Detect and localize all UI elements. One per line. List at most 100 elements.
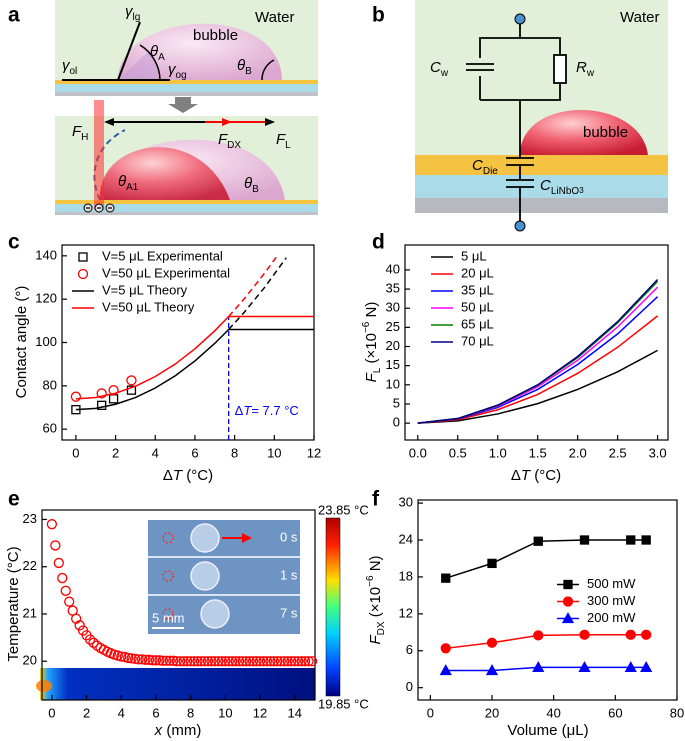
label-part: A1: [126, 182, 139, 193]
marker: [64, 596, 75, 607]
y-tick-label: 30: [386, 300, 400, 315]
x-tick-label: 8: [231, 445, 238, 460]
marker: [282, 656, 293, 667]
y-tick-label: 140: [35, 247, 57, 262]
label-part: A: [158, 52, 165, 63]
marker: [244, 656, 255, 667]
marker: [53, 557, 64, 569]
shape: θB: [244, 175, 259, 195]
y-tick-label: 21: [23, 605, 37, 620]
marker: [199, 656, 210, 667]
marker: [579, 629, 590, 640]
x-tick-label: 40: [546, 705, 560, 720]
label-part: H: [81, 132, 88, 143]
label-part: N): [367, 555, 384, 575]
y-tick-label: 100: [35, 334, 57, 349]
marker: [303, 656, 314, 667]
shape: [55, 204, 318, 212]
marker: [164, 655, 175, 666]
marker: [185, 656, 196, 667]
shape: [514, 13, 526, 25]
marker: [220, 656, 231, 667]
marker: [147, 655, 158, 666]
marker: [206, 656, 217, 667]
marker: [108, 385, 119, 396]
inset-photo: 0 s 1 s 7 s 5 mm: [148, 520, 300, 634]
shape: [118, 50, 159, 80]
annotation-part: Δ: [235, 403, 244, 418]
label-part: θ: [244, 175, 252, 192]
label-part: (°C): [530, 467, 561, 484]
legend-label: V=50 μL Experimental: [102, 265, 230, 280]
marker: [216, 656, 228, 667]
x-axis-label: ΔT (°C): [163, 467, 213, 484]
line: [417, 286, 659, 424]
line: [417, 349, 658, 424]
marker: [275, 656, 286, 667]
bubble-label: bubble: [193, 27, 238, 44]
marker: [178, 656, 189, 667]
marker: [88, 637, 99, 648]
legend-label: 20 μL: [461, 265, 494, 280]
marker: [247, 656, 259, 667]
y-tick-label: 25: [386, 319, 400, 334]
label-part: L: [285, 140, 291, 151]
legend-label: 50 μL: [461, 299, 494, 314]
marker: [251, 656, 262, 667]
x-tick-label: 10: [267, 445, 281, 460]
marker: [133, 654, 144, 665]
label-part: Die: [483, 166, 498, 177]
shape: γog: [168, 61, 187, 81]
marker: [126, 375, 137, 386]
shape: [162, 570, 174, 582]
legend-marker: [78, 252, 88, 262]
legend-label: 300 mW: [587, 593, 636, 608]
panel-label: a: [8, 4, 20, 27]
shape: [162, 608, 174, 620]
y-tick-label: 18: [399, 568, 413, 583]
x-tick-label: 12: [253, 705, 267, 720]
y-tick-label: 22: [23, 558, 37, 573]
shape: θA1: [118, 173, 139, 193]
marker: [487, 558, 497, 569]
marker: [641, 629, 652, 640]
shape: CDie: [472, 157, 498, 177]
shape: [162, 532, 174, 620]
shape: [200, 599, 230, 629]
marker: [286, 656, 297, 667]
legend-label: V=5 μL Experimental: [102, 248, 223, 263]
marker: [441, 573, 451, 583]
marker: [299, 656, 311, 667]
marker: [136, 654, 148, 665]
inset-label: 1 s: [280, 567, 298, 582]
marker: [143, 654, 155, 665]
shape: θA: [150, 43, 165, 63]
marker: [578, 661, 591, 673]
line: [228, 256, 277, 317]
x-tick-label: 4: [118, 705, 125, 720]
shape: [190, 523, 230, 629]
marker: [168, 655, 179, 666]
label-part: γ: [125, 3, 134, 20]
line: [417, 278, 659, 424]
x-tick-label: 0.5: [449, 445, 467, 460]
marker: [209, 656, 221, 667]
shape: [190, 523, 220, 553]
marker: [116, 651, 127, 662]
diagram-b: Water bubble Cw Rw CDie CLiNbO3: [415, 0, 668, 232]
marker: [439, 664, 452, 676]
shape: [520, 110, 648, 155]
label-part: F: [363, 372, 380, 382]
line: [75, 315, 230, 400]
marker: [84, 634, 96, 645]
label-part: Δ: [511, 467, 521, 484]
legend-marker: [563, 579, 573, 590]
x-tick-label: 2: [83, 705, 90, 720]
legend-label: V=5 μL Theory: [102, 282, 188, 297]
y-tick-label: 10: [386, 376, 400, 391]
marker: [254, 656, 266, 667]
marker: [140, 654, 151, 665]
x-tick-label: 6: [191, 445, 198, 460]
label-part: DX: [376, 621, 387, 635]
